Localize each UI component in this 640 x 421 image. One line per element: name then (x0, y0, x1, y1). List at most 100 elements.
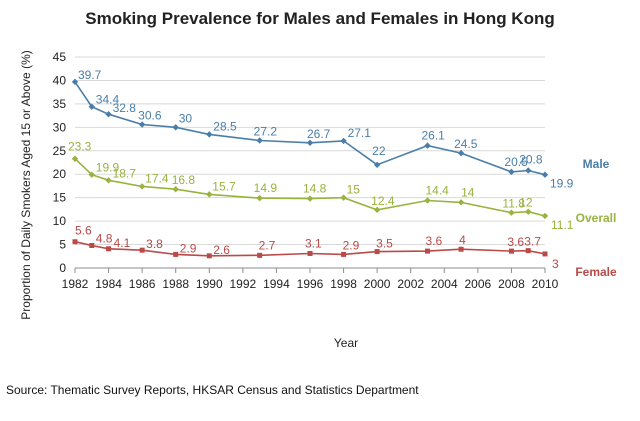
overall-data-label: 11.8 (502, 197, 525, 211)
female-data-label: 4.1 (114, 236, 131, 250)
male-point (306, 139, 314, 147)
overall-data-label: 23.3 (68, 140, 92, 154)
female-data-label: 2.6 (213, 243, 230, 257)
overall-data-label: 17.4 (145, 171, 169, 185)
overall-data-label: 15 (347, 183, 361, 197)
male-point (256, 137, 263, 144)
male-data-label: 30 (179, 111, 193, 125)
y-tick-label: 30 (53, 120, 67, 134)
source-note: Source: Thematic Survey Reports, HKSAR C… (6, 383, 419, 397)
y-tick-label: 15 (53, 191, 67, 205)
female-data-label: 5.6 (75, 224, 92, 238)
overall-data-label: 14.4 (426, 183, 450, 197)
male-point (541, 171, 549, 178)
male-point (88, 103, 95, 110)
y-tick-label: 10 (53, 214, 67, 228)
data-labels: 39.7 34.432.830.6 30 28.5 27.2 26.7 27.122 26.1… (68, 68, 617, 279)
male-data-label: 24.5 (454, 137, 478, 151)
male-point (105, 111, 112, 118)
overall-data-label: 15.7 (212, 179, 236, 193)
female-data-label: 3.5 (376, 237, 393, 251)
female-data-label: 3.6 (507, 235, 524, 249)
female-data-label: 2.9 (180, 241, 197, 255)
female-series-name: Female (575, 265, 617, 279)
male-data-label: 27.2 (254, 124, 278, 138)
overall-point (105, 177, 112, 184)
x-tick-label: 1982 (62, 277, 89, 291)
axes: 0 5 10 15 20 25 30 35 40 45 1982 1984 1986 1988 1990 19… (53, 50, 559, 291)
y-tick-label: 0 (59, 261, 66, 275)
female-point (307, 250, 313, 256)
chart-title: Smoking Prevalence for Males and Females… (85, 9, 555, 28)
overall-point (138, 183, 146, 190)
male-data-label: 32.8 (113, 101, 137, 115)
male-point (340, 137, 347, 145)
overall-data-label: 14 (461, 185, 475, 199)
y-tick-label: 40 (53, 73, 67, 87)
overall-data-label: 14.9 (254, 181, 278, 195)
x-tick-label: 1996 (297, 277, 324, 291)
male-point (525, 167, 532, 174)
male-data-label: 20.5 (504, 155, 528, 169)
x-tick-label: 1988 (162, 277, 189, 291)
x-tick-label: 1986 (129, 277, 156, 291)
male-point (172, 124, 179, 131)
overall-data-label: 18.7 (113, 166, 137, 180)
male-data-label: 34.4 (96, 93, 120, 107)
male-point (424, 142, 431, 149)
overall-point (424, 197, 431, 204)
x-tick-label: 2004 (431, 277, 458, 291)
male-data-label: 19.9 (550, 177, 574, 191)
male-data-label: 22 (372, 144, 386, 158)
female-point (425, 248, 430, 254)
female-data-label: 3 (552, 257, 559, 271)
overall-point (256, 194, 263, 202)
female-point (139, 247, 145, 253)
overall-point (206, 191, 213, 198)
female-data-label: 3.1 (305, 236, 322, 250)
overall-point (525, 208, 532, 215)
overall-data-label: 19.9 (96, 161, 120, 175)
x-tick-label: 2006 (465, 277, 492, 291)
female-point (106, 246, 112, 252)
overall-point (340, 194, 347, 201)
overall-point (172, 186, 179, 193)
female-data-label: 2.9 (343, 238, 360, 252)
female-point (173, 251, 179, 257)
male-data-label: 30.6 (138, 109, 162, 123)
male-point (373, 161, 381, 169)
overall-series-name: Overall (576, 211, 617, 225)
male-point (206, 131, 213, 138)
female-data-label: 2.7 (259, 238, 276, 252)
overall-data-label: 16.8 (172, 173, 196, 187)
overall-point (541, 212, 549, 220)
male-point (71, 78, 79, 86)
y-tick-label: 35 (53, 97, 67, 111)
x-tick-label: 2008 (498, 277, 525, 291)
male-data-label: 20.8 (519, 152, 543, 166)
female-point (458, 246, 464, 252)
female-point (525, 248, 531, 254)
x-tick-label: 2010 (532, 277, 559, 291)
female-data-label: 4 (459, 233, 466, 247)
x-axis-label: Year (334, 336, 358, 350)
female-data-label: 3.7 (524, 235, 541, 249)
x-tick-label: 1990 (196, 277, 223, 291)
y-axis-label: Proportion of Daily Smokers Aged 15 or A… (19, 50, 33, 319)
female-point (508, 248, 514, 254)
x-tick-label: 2000 (364, 277, 391, 291)
overall-data-label: 11.1 (551, 218, 574, 232)
overall-point (457, 199, 465, 206)
overall-data-label: 12 (519, 196, 533, 210)
x-tick-label: 1984 (95, 277, 122, 291)
male-series-name: Male (583, 157, 610, 171)
grid (75, 56, 545, 246)
y-tick-label: 45 (53, 50, 67, 64)
male-point (508, 168, 515, 176)
overall-data-label: 14.8 (303, 182, 327, 196)
y-tick-label: 5 (59, 238, 66, 252)
female-point (374, 249, 380, 255)
male-data-label: 28.5 (213, 119, 237, 133)
